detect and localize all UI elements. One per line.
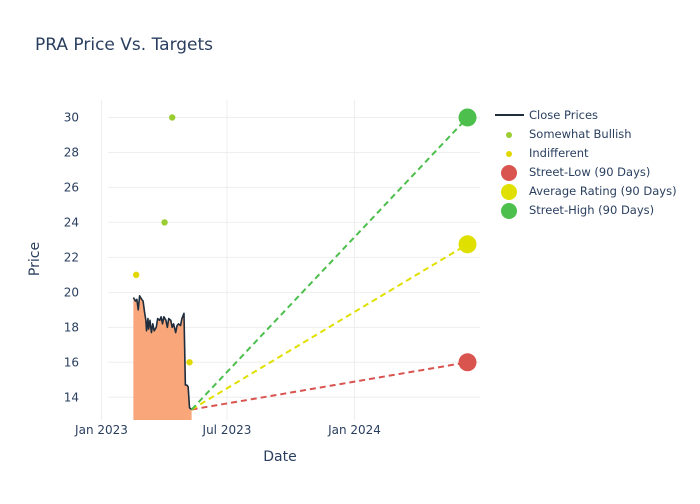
average-target-marker bbox=[458, 235, 477, 254]
legend-marker-swatch bbox=[501, 184, 517, 200]
rating-points bbox=[132, 114, 193, 366]
legend-item-street-low[interactable]: Street-Low (90 Days) bbox=[501, 165, 650, 181]
y-tick-label: 16 bbox=[64, 355, 79, 369]
somewhat-bullish-point bbox=[161, 219, 168, 226]
indifferent-point bbox=[132, 271, 140, 279]
street-high-target-marker bbox=[458, 108, 477, 127]
legend-label: Somewhat Bullish bbox=[529, 127, 632, 141]
y-tick-label: 22 bbox=[64, 250, 79, 264]
legend-item-average[interactable]: Average Rating (90 Days) bbox=[501, 184, 677, 200]
somewhat-bullish-point bbox=[169, 114, 176, 121]
legend[interactable]: Close Prices Somewhat Bullish Indifferent S… bbox=[495, 108, 677, 219]
y-tick-label: 18 bbox=[64, 320, 79, 334]
legend-label: Close Prices bbox=[529, 108, 598, 122]
legend-marker-swatch bbox=[501, 165, 517, 181]
y-tick-label: 14 bbox=[64, 390, 79, 404]
x-tick-label: Jul 2023 bbox=[202, 423, 252, 437]
legend-label: Street-Low (90 Days) bbox=[529, 165, 650, 179]
legend-label: Indifferent bbox=[529, 146, 589, 160]
legend-marker-swatch bbox=[501, 203, 517, 219]
x-tick-label: Jan 2024 bbox=[327, 423, 381, 437]
average-target-line bbox=[191, 243, 469, 411]
axes: 14 16 18 20 22 24 26 28 30 Jan 2023 Jul 2023 Jan 20… bbox=[64, 110, 381, 437]
indifferent-point bbox=[186, 359, 193, 366]
legend-item-close[interactable]: Close Prices bbox=[495, 108, 598, 122]
y-axis-title: Price bbox=[27, 242, 43, 276]
y-tick-label: 24 bbox=[64, 215, 79, 229]
legend-dot-swatch bbox=[506, 151, 512, 157]
close-price-series bbox=[132, 295, 193, 411]
legend-label: Average Rating (90 Days) bbox=[529, 184, 677, 198]
legend-item-street-high[interactable]: Street-High (90 Days) bbox=[501, 203, 654, 219]
legend-label: Street-High (90 Days) bbox=[529, 203, 654, 217]
legend-item-indifferent[interactable]: Indifferent bbox=[506, 146, 589, 160]
legend-dot-swatch bbox=[506, 132, 512, 138]
x-tick-label: Jan 2023 bbox=[74, 423, 128, 437]
street-low-target-line bbox=[191, 361, 468, 411]
y-tick-label: 26 bbox=[64, 180, 79, 194]
chart-title: PRA Price Vs. Targets bbox=[35, 35, 213, 55]
street-high-target-line bbox=[190, 116, 469, 411]
y-tick-label: 28 bbox=[64, 145, 79, 159]
target-projection-lines bbox=[190, 108, 477, 411]
y-tick-label: 30 bbox=[64, 110, 79, 124]
close-price-line bbox=[132, 295, 193, 411]
y-tick-label: 20 bbox=[64, 285, 79, 299]
street-low-target-marker bbox=[458, 353, 477, 372]
legend-item-somewhat-bullish[interactable]: Somewhat Bullish bbox=[506, 127, 632, 141]
x-axis-title: Date bbox=[263, 449, 296, 465]
